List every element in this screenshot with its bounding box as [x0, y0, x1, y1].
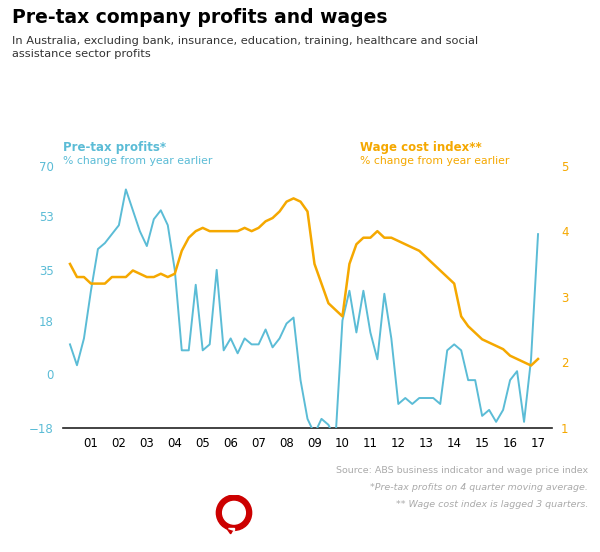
Text: % change from year earlier: % change from year earlier: [360, 156, 509, 166]
Text: % change from year earlier: % change from year earlier: [63, 156, 212, 166]
Text: *Pre-tax profits on 4 quarter moving average.: *Pre-tax profits on 4 quarter moving ave…: [370, 483, 588, 492]
Circle shape: [223, 501, 245, 524]
Text: In Australia, excluding bank, insurance, education, training, healthcare and soc: In Australia, excluding bank, insurance,…: [12, 36, 478, 59]
Text: Pre-tax company profits and wages: Pre-tax company profits and wages: [12, 8, 388, 27]
Text: Pre-tax profits*: Pre-tax profits*: [63, 141, 166, 154]
Polygon shape: [226, 528, 234, 534]
Text: ** Wage cost index is lagged 3 quarters.: ** Wage cost index is lagged 3 quarters.: [395, 500, 588, 508]
Text: Source: ABS business indicator and wage price index: Source: ABS business indicator and wage …: [336, 466, 588, 475]
Circle shape: [217, 495, 251, 530]
Polygon shape: [228, 528, 234, 529]
Text: Wage cost index**: Wage cost index**: [360, 141, 482, 154]
